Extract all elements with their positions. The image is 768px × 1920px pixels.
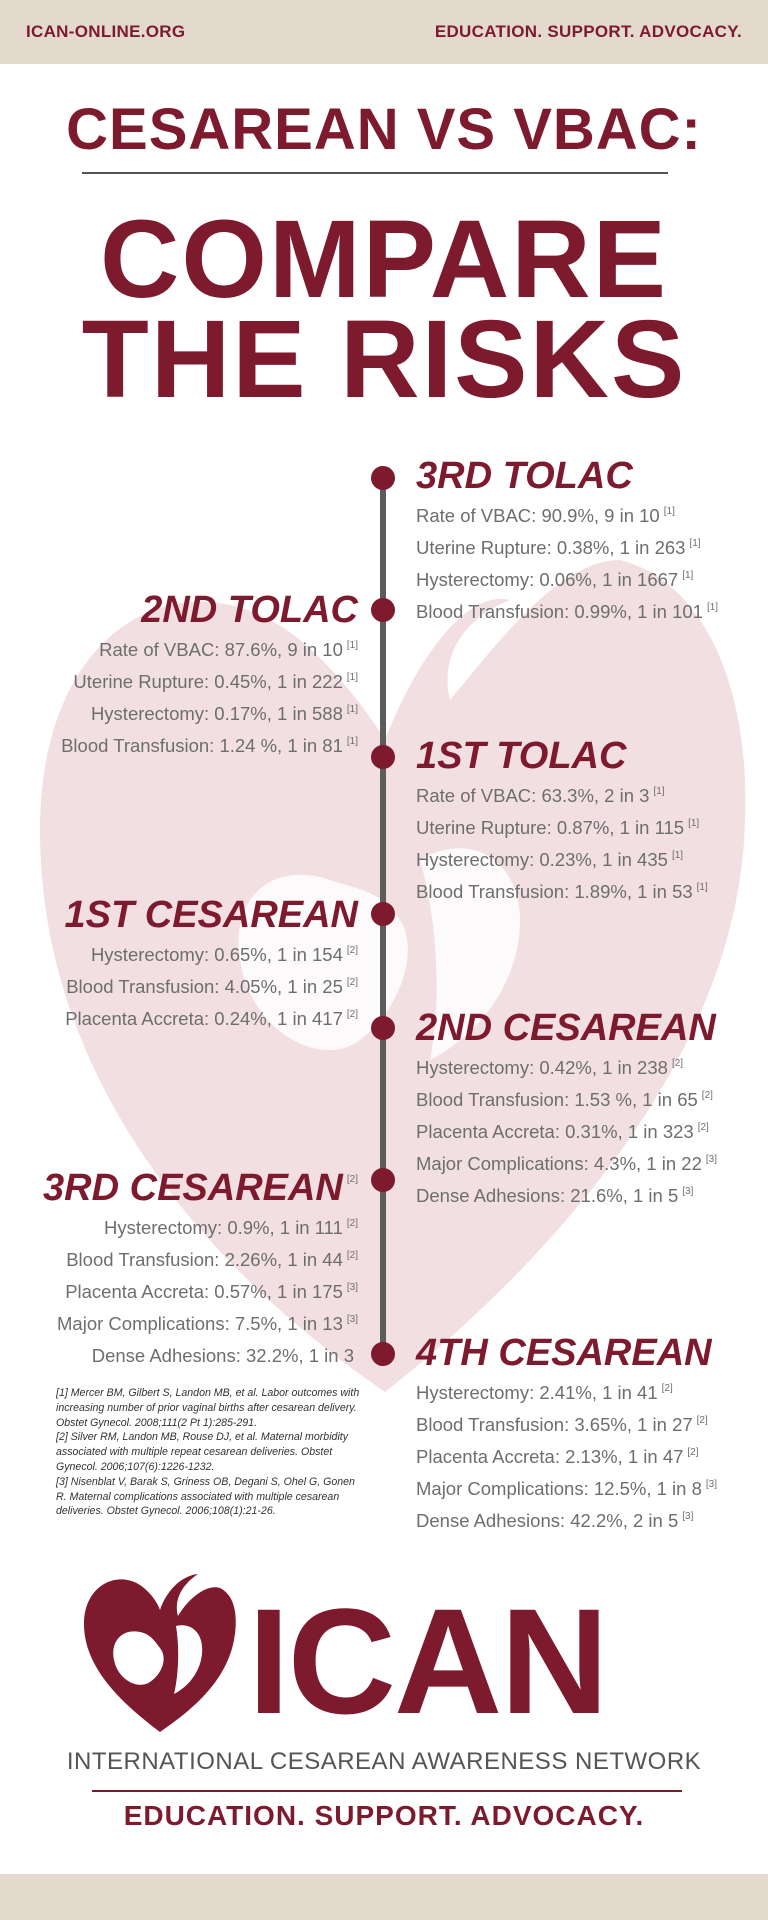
section-title: 2ND CESAREAN xyxy=(416,1007,716,1049)
timeline-dot-3rd-cesarean xyxy=(371,1168,395,1192)
timeline-dot-2nd-tolac xyxy=(371,598,395,622)
stat-line: Uterine Rupture: 0.87%, 1 in 115 [1] xyxy=(416,817,700,838)
timeline-dot-1st-tolac xyxy=(371,745,395,769)
stat-line: Blood Transfusion: 1.24 %, 1 in 81 [1] xyxy=(61,735,358,756)
stat-line: Hysterectomy: 0.65%, 1 in 154 [2] xyxy=(90,944,358,965)
reference-item: [1] Mercer BM, Gilbert S, Landon MB, et … xyxy=(56,1387,360,1429)
stat-line: Blood Transfusion: 1.89%, 1 in 53 [1] xyxy=(416,881,708,902)
timeline-dot-2nd-cesarean xyxy=(371,1016,395,1040)
headline-compare: COMPARE xyxy=(99,198,669,321)
section-title: 4TH CESAREAN xyxy=(416,1332,712,1374)
section-2nd-cesarean: 2ND CESAREAN Hysterectomy: 0.42%, 1 in 2… xyxy=(416,1006,717,1210)
stat-line: Blood Transfusion: 2.26%, 1 in 44 [2] xyxy=(66,1249,358,1270)
stat-line: Placenta Accreta: 2.13%, 1 in 47 [2] xyxy=(416,1446,699,1467)
section-1st-tolac: 1ST TOLAC Rate of VBAC: 63.3%, 2 in 3 [1]… xyxy=(416,734,708,906)
timeline-dot-1st-cesarean xyxy=(371,902,395,926)
section-3rd-tolac: 3RD TOLAC Rate of VBAC: 90.9%, 9 in 10 [1… xyxy=(416,454,718,626)
stat-line: Blood Transfusion: 0.99%, 1 in 101 [1] xyxy=(416,601,719,622)
timeline-dot-3rd-tolac xyxy=(371,466,395,490)
main-title: CESAREAN VS VBAC: xyxy=(66,97,702,162)
stat-line: Dense Adhesions: 42.2%, 2 in 5 [3] xyxy=(416,1510,694,1531)
section-title: 1ST CESAREAN xyxy=(64,894,359,936)
stat-line: Dense Adhesions: 32.2%, 1 in 3 xyxy=(91,1345,354,1366)
stat-line: Major Complications: 7.5%, 1 in 13 [3] xyxy=(57,1313,358,1334)
stat-line: Hysterectomy: 0.23%, 1 in 435 [1] xyxy=(416,849,684,870)
site-url[interactable]: ICAN-ONLINE.ORG xyxy=(26,22,186,41)
top-banner: ICAN-ONLINE.ORG EDUCATION. SUPPORT. ADVO… xyxy=(0,0,768,64)
stat-line: Placenta Accreta: 0.57%, 1 in 175 [3] xyxy=(65,1281,358,1302)
section-title: 3RD TOLAC xyxy=(416,455,633,497)
section-4th-cesarean: 4TH CESAREAN Hysterectomy: 2.41%, 1 in 4… xyxy=(416,1331,717,1535)
stat-line: Rate of VBAC: 63.3%, 2 in 3 [1] xyxy=(416,785,665,806)
headline-the-risks: THE RISKS xyxy=(81,298,687,421)
network-name: INTERNATIONAL CESAREAN AWARENESS NETWORK xyxy=(66,1748,702,1775)
footer-tagline: EDUCATION. SUPPORT. ADVOCACY. xyxy=(123,1800,645,1831)
stat-line: Rate of VBAC: 90.9%, 9 in 10 [1] xyxy=(416,505,675,526)
stat-line: Hysterectomy: 0.17%, 1 in 588 [1] xyxy=(90,703,358,724)
section-1st-cesarean: 1ST CESAREAN Hysterectomy: 0.65%, 1 in 1… xyxy=(65,893,359,1033)
reference-item: [2] Silver RM, Landon MB, Rouse DJ, et a… xyxy=(56,1431,349,1473)
ican-logo-text: ICAN xyxy=(248,1577,609,1745)
stat-line: Placenta Accreta: 0.24%, 1 in 417 [2] xyxy=(65,1008,358,1029)
stat-line: Uterine Rupture: 0.45%, 1 in 222 [1] xyxy=(73,671,358,692)
ican-heart-logo-icon xyxy=(84,1574,236,1732)
stat-line: Placenta Accreta: 0.31%, 1 in 323 [2] xyxy=(416,1121,709,1142)
section-title: 1ST TOLAC xyxy=(416,735,627,777)
stat-line: Hysterectomy: 2.41%, 1 in 41 [2] xyxy=(416,1382,673,1403)
title-divider xyxy=(82,172,668,174)
reference-item: [3] Nisenblat V, Barak S, Griness OB, De… xyxy=(56,1475,355,1518)
section-title: 3RD CESAREAN [2] xyxy=(43,1167,358,1209)
stat-line: Hysterectomy: 0.9%, 1 in 111 [2] xyxy=(103,1217,358,1238)
section-2nd-tolac: 2ND TOLAC Rate of VBAC: 87.6%, 9 in 10 [1… xyxy=(61,588,358,760)
section-3rd-cesarean: 3RD CESAREAN [2] Hysterectomy: 0.9%, 1 in… xyxy=(43,1158,358,1370)
timeline-dot-4th-cesarean xyxy=(371,1342,395,1366)
header-tagline: EDUCATION. SUPPORT. ADVOCACY. xyxy=(434,22,742,41)
stat-line: Blood Transfusion: 1.53 %, 1 in 65 [2] xyxy=(416,1089,713,1110)
stat-line: Major Complications: 4.3%, 1 in 22 [3] xyxy=(416,1153,717,1174)
stat-line: Hysterectomy: 0.06%, 1 in 1667 [1] xyxy=(416,569,694,590)
stat-line: Blood Transfusion: 3.65%, 1 in 27 [2] xyxy=(416,1414,708,1435)
stat-line: Blood Transfusion: 4.05%, 1 in 25 [2] xyxy=(66,976,358,997)
bottom-banner xyxy=(0,1874,768,1920)
stat-line: Hysterectomy: 0.42%, 1 in 238 [2] xyxy=(416,1057,684,1078)
footer-divider xyxy=(92,1790,682,1792)
stat-line: Major Complications: 12.5%, 1 in 8 [3] xyxy=(416,1478,717,1499)
stat-line: Dense Adhesions: 21.6%, 1 in 5 [3] xyxy=(416,1185,694,1206)
section-title: 2ND TOLAC xyxy=(141,589,358,631)
references: [1] Mercer BM, Gilbert S, Landon MB, et … xyxy=(56,1386,360,1519)
stat-line: Rate of VBAC: 87.6%, 9 in 10 [1] xyxy=(99,639,358,660)
stat-line: Uterine Rupture: 0.38%, 1 in 263 [1] xyxy=(416,537,701,558)
